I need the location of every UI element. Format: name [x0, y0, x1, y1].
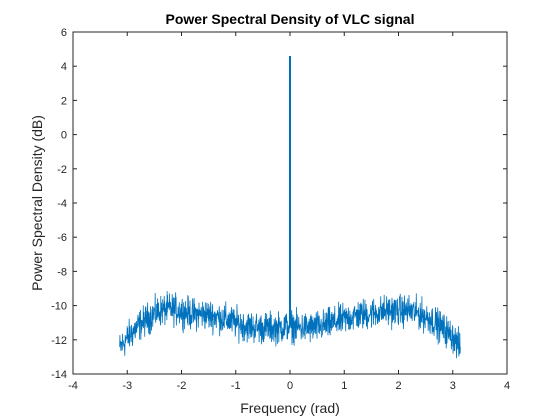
y-ticks: -14 -12 -10 -8 -6 -4 -2 0 2 4 6: [51, 27, 507, 381]
x-tick-label: 3: [450, 380, 456, 392]
chart-title: Power Spectral Density of VLC signal: [166, 11, 415, 27]
series-layer: [119, 55, 461, 359]
y-axis-label: Power Spectral Density (dB): [29, 115, 45, 291]
x-ticks: -4 -3 -2 -1 0 1 2 3 4: [68, 32, 510, 392]
x-tick-label: -1: [231, 380, 241, 392]
y-tick-label: -2: [57, 164, 67, 176]
x-tick-label: -3: [122, 380, 132, 392]
x-tick-label: 1: [341, 380, 347, 392]
y-tick-label: -10: [51, 301, 67, 313]
y-tick-label: -8: [57, 266, 67, 278]
x-tick-label: -2: [177, 380, 187, 392]
y-tick-label: -14: [51, 369, 67, 381]
x-tick-label: -4: [68, 380, 78, 392]
y-tick-label: 4: [61, 61, 67, 73]
x-tick-label: 4: [504, 380, 510, 392]
y-tick-label: 0: [61, 130, 67, 142]
x-tick-label: 2: [395, 380, 401, 392]
y-tick-label: 6: [61, 27, 67, 39]
y-tick-label: -12: [51, 335, 67, 347]
y-tick-label: 2: [61, 95, 67, 107]
x-axis-label: Frequency (rad): [240, 400, 340, 416]
y-tick-label: -4: [57, 198, 67, 210]
y-tick-label: -6: [57, 232, 67, 244]
x-tick-label: 0: [287, 380, 293, 392]
